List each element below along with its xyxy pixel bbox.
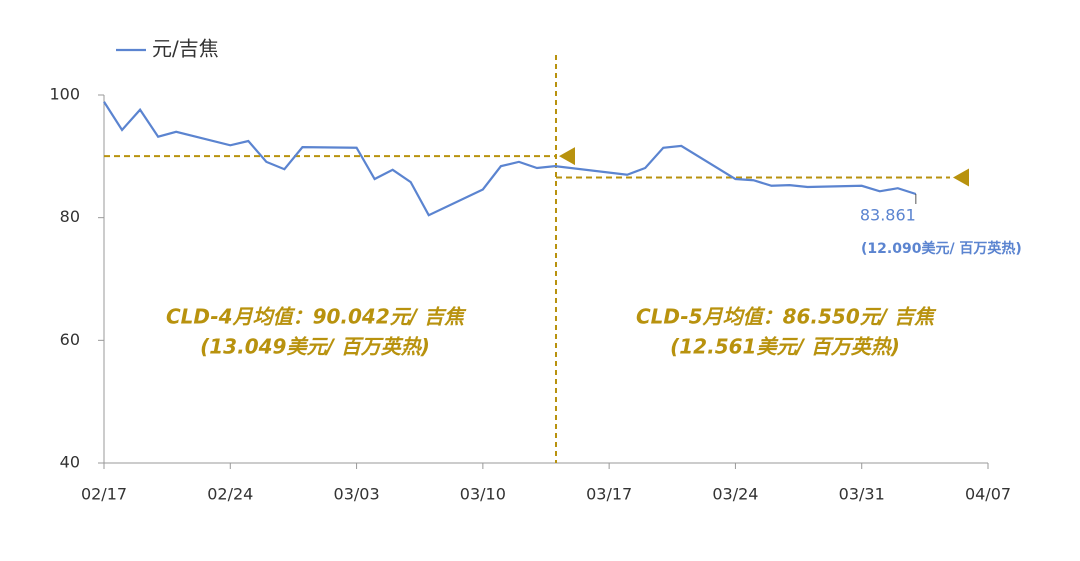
x-tick-label: 03/24 [712,485,758,504]
x-tick-label: 02/24 [207,485,253,504]
average-marker [559,147,575,166]
y-tick-label: 100 [49,85,80,104]
legend-label: 元/吉焦 [152,37,219,61]
x-tick-label: 04/07 [965,485,1011,504]
average-marker [953,168,969,187]
x-tick-label: 03/03 [334,485,380,504]
x-tick-label: 03/17 [586,485,632,504]
average-label: CLD-4月均值：90.042元/ 吉焦 [166,305,467,329]
x-tick-label: 02/17 [81,485,127,504]
y-tick-label: 80 [60,207,80,226]
x-tick-label: 03/31 [839,485,885,504]
average-label: CLD-5月均值：86.550元/ 吉焦 [636,305,937,329]
series-line [103,101,917,217]
value-label: 83.861 [860,205,916,224]
y-tick-label: 40 [60,453,80,472]
x-tick-label: 03/10 [460,485,506,504]
average-sublabel: (13.049美元/ 百万英热) [200,335,430,359]
average-sublabel: (12.561美元/ 百万英热) [670,335,900,359]
y-tick-label: 60 [60,330,80,349]
value-note: (12.090美元/ 百万英热) [861,240,1022,257]
